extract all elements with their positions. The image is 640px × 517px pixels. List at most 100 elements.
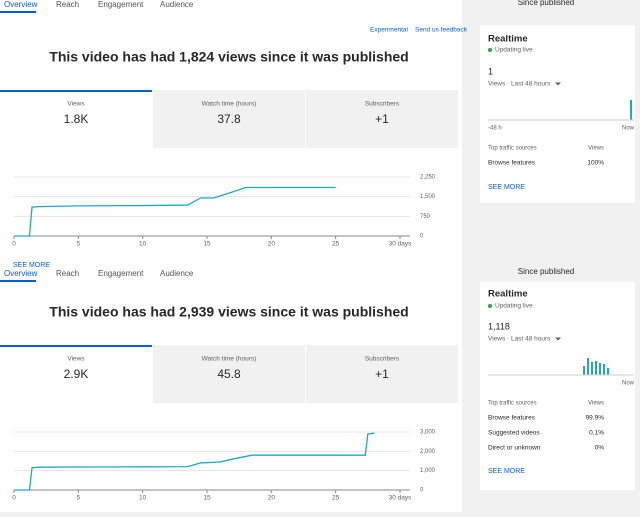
sources-header: Top traffic sources — [488, 401, 537, 407]
realtime-axis-label: -48 h — [488, 126, 502, 132]
line — [14, 432, 375, 491]
tab[interactable]: Engagement — [98, 0, 144, 9]
x-tick-label: 5 — [77, 495, 81, 502]
x-tick-label: 25 — [332, 241, 340, 248]
realtime-bar — [595, 361, 597, 375]
x-tick-label: 10 — [139, 495, 147, 502]
realtime-title: Realtime — [488, 34, 528, 45]
source-name: Browse features — [488, 160, 536, 167]
x-tick-label: 0 — [12, 241, 16, 248]
realtime-title: Realtime — [488, 289, 528, 300]
live-dot — [488, 48, 492, 52]
metric-card[interactable] — [153, 345, 305, 403]
realtime-bar — [583, 366, 585, 375]
metric-value: 2.9K — [64, 367, 89, 381]
metric-value: 37.8 — [217, 112, 241, 126]
metric-label: Watch time (hours) — [202, 101, 257, 108]
metric-card[interactable] — [306, 345, 458, 403]
realtime-status: Updating live — [495, 47, 533, 54]
x-tick-label: 15 — [203, 495, 211, 502]
metric-value: +1 — [375, 367, 389, 381]
source-share: 100% — [587, 160, 604, 167]
realtime-card — [480, 282, 635, 490]
realtime-axis-label: Now — [622, 381, 635, 387]
dropdown-arrow[interactable] — [555, 82, 561, 86]
heading: This video has had 2,939 views since it … — [49, 304, 408, 320]
realtime-subtitle[interactable]: Views · Last 48 hours — [488, 81, 551, 88]
y-tick-label: 3,000 — [420, 430, 436, 436]
tab-underline — [0, 11, 36, 13]
x-tick-label: 10 — [139, 241, 147, 248]
tab-underline — [0, 280, 36, 282]
tab[interactable]: Reach — [56, 269, 79, 278]
realtime-subtitle[interactable]: Views · Last 48 hours — [488, 336, 551, 343]
tab[interactable]: Overview — [4, 0, 38, 9]
y-tick-label: 750 — [420, 214, 431, 220]
link[interactable]: Experimental — [370, 27, 408, 34]
see-more[interactable]: SEE MORE — [13, 262, 50, 269]
source-share: 0% — [595, 445, 605, 452]
metric-value: +1 — [375, 112, 389, 126]
realtime-count: 1,118 — [488, 321, 510, 331]
y-tick-label: 2,250 — [420, 175, 436, 181]
x-tick-label: 20 — [268, 241, 276, 248]
metric-label: Views — [67, 356, 85, 363]
see-more[interactable]: SEE MORE — [488, 468, 525, 475]
source-name: Direct or unknown — [488, 445, 541, 452]
realtime-bar — [607, 368, 609, 375]
source-name: Browse features — [488, 415, 536, 422]
y-tick-label: 0 — [420, 488, 424, 494]
realtime-card — [480, 25, 635, 203]
y-tick-label: 1,500 — [420, 194, 436, 200]
tab[interactable]: Reach — [56, 0, 79, 9]
metric-card[interactable] — [306, 90, 458, 148]
realtime-bar — [630, 100, 632, 120]
metric-value: 45.8 — [217, 367, 241, 381]
metric-selected — [0, 90, 152, 92]
source-share: 0.1% — [589, 430, 604, 437]
metric-card[interactable] — [153, 90, 305, 148]
realtime-bar — [599, 363, 601, 375]
realtime-axis-label: Now — [622, 126, 635, 132]
realtime-bar — [587, 358, 589, 375]
tab[interactable]: Overview — [4, 269, 38, 278]
period: Since published — [518, 267, 574, 276]
y-tick-label: 2,000 — [420, 449, 436, 455]
sources-header: Top traffic sources — [488, 146, 537, 152]
realtime-bars — [583, 100, 632, 375]
live-dot — [488, 304, 492, 308]
x-tick-label: 20 — [268, 495, 276, 502]
source-name: Suggested videos — [488, 430, 540, 437]
tab[interactable]: Audience — [160, 269, 194, 278]
metric-label: Subscribers — [365, 101, 400, 108]
metric-card[interactable] — [0, 90, 152, 148]
sources-header: Views — [588, 146, 604, 152]
sources-header: Views — [588, 401, 604, 407]
tab[interactable]: Audience — [160, 0, 194, 9]
see-more[interactable]: SEE MORE — [488, 184, 525, 191]
y-tick-label: 0 — [420, 234, 424, 240]
line — [14, 186, 336, 237]
metric-label: Watch time (hours) — [202, 356, 257, 363]
x-tick-label: 5 — [77, 241, 81, 248]
tab[interactable]: Engagement — [98, 269, 144, 278]
metric-label: Subscribers — [365, 356, 400, 363]
period: Since published — [518, 0, 574, 7]
metric-card[interactable] — [0, 345, 152, 403]
realtime-bar — [591, 362, 593, 375]
realtime-count: 1 — [488, 66, 493, 76]
metric-value: 1.8K — [64, 112, 89, 126]
x-tick-label: 30 days — [389, 241, 413, 248]
realtime-status: Updating live — [495, 303, 533, 310]
x-tick-label: 15 — [203, 241, 211, 248]
heading: This video has had 1,824 views since it … — [49, 49, 408, 65]
link[interactable]: Send us feedback — [415, 27, 468, 34]
x-tick-label: 0 — [12, 495, 16, 502]
x-tick-label: 25 — [332, 495, 340, 502]
metric-label: Views — [67, 101, 85, 108]
dropdown-arrow[interactable] — [555, 337, 561, 341]
y-tick-label: 1,000 — [420, 468, 436, 474]
source-share: 99.9% — [586, 415, 605, 422]
